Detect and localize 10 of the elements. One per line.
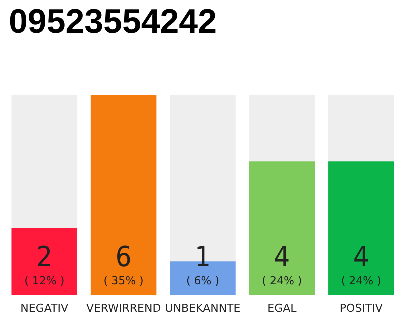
- data-label: 6 ( 35% ): [104, 240, 144, 288]
- data-label: 4 ( 24% ): [341, 240, 382, 288]
- x-tick-label: EGAL: [268, 302, 298, 315]
- data-label: 4 ( 24% ): [262, 240, 302, 288]
- x-tick-label: POSITIV: [340, 302, 384, 315]
- x-tick-label: NEGATIV: [20, 302, 69, 315]
- x-tick-label: UNBEKANNTE: [165, 302, 241, 315]
- data-label: 2 ( 12% ): [24, 240, 65, 288]
- chart-title: 09523554242: [9, 3, 218, 41]
- x-tick-label: VERWIRREND: [86, 302, 162, 315]
